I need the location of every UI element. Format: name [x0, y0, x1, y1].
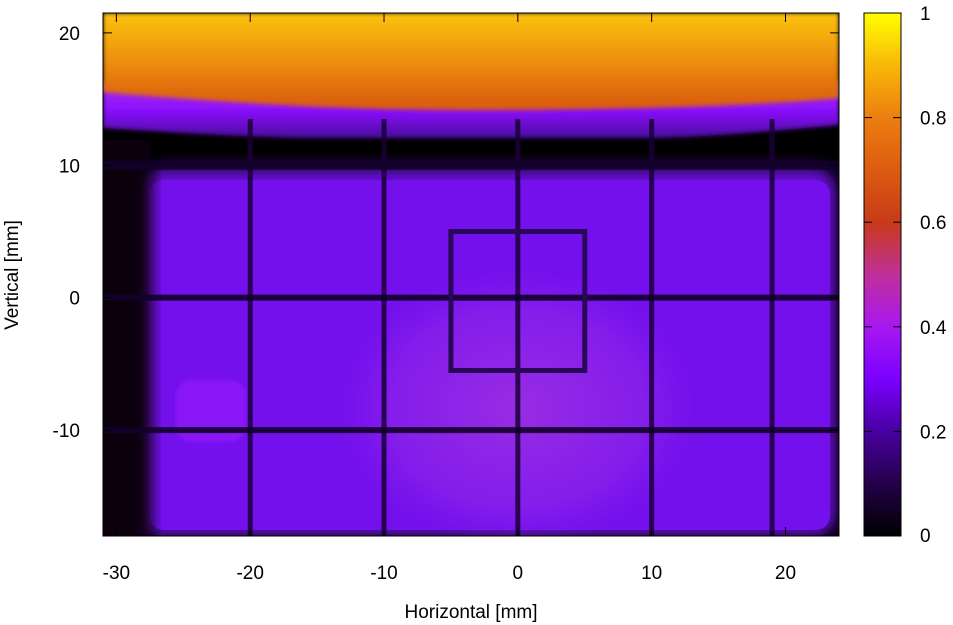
colorbar-tick-label: 0.8 [920, 109, 946, 130]
x-tick-label: 10 [641, 563, 662, 584]
x-tick-label: -10 [370, 563, 397, 584]
colorbar-tick-label: 0 [920, 526, 931, 547]
colorbar-ticks: 0 0.2 0.4 0.6 0.8 1 [864, 4, 947, 547]
x-axis-ticks: -30 -20 -10 0 10 20 [103, 13, 796, 584]
y-tick-label: 0 [69, 289, 80, 310]
plot-frame [102, 12, 840, 537]
x-axis-label: Horizontal [mm] [404, 602, 537, 623]
y-tick-label: -10 [53, 421, 80, 442]
left-dim-edge [103, 140, 151, 536]
left-bright-blob [176, 380, 246, 442]
colorbar-tick-label: 0.6 [920, 213, 946, 234]
y-axis-label: Vertical [mm] [2, 220, 23, 330]
square-frame [448, 228, 588, 373]
grid-wires [103, 119, 839, 536]
orange-band [103, 13, 839, 110]
colorbar-tick-label: 1 [920, 4, 931, 25]
x-tick-label: -30 [103, 563, 130, 584]
y-axis-ticks: -10 0 10 20 [53, 24, 839, 442]
colorbar-tick-label: 0.4 [920, 318, 947, 339]
x-tick-label: 0 [513, 563, 524, 584]
y-tick-label: 20 [59, 24, 80, 45]
x-tick-label: -20 [236, 563, 263, 584]
x-tick-label: 20 [775, 563, 796, 584]
heatmap-image [103, 13, 839, 536]
colorbar [863, 12, 902, 537]
y-tick-label: 10 [59, 156, 80, 177]
colorbar-tick-label: 0.2 [920, 422, 946, 443]
